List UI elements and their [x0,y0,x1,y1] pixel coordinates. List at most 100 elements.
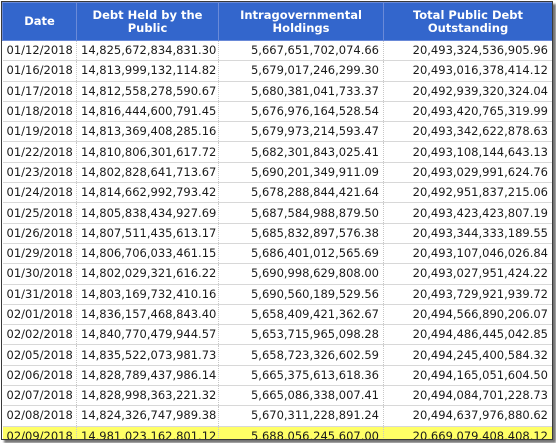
cell-debt-held-by-public: 14,806,706,033,461.15 [76,243,219,265]
cell-debt-held-by-public: 14,814,662,992,793.42 [76,182,219,204]
cell-total-public-debt: 20,493,016,378,414.12 [383,60,552,82]
cell-total-public-debt: 20,494,566,890,206.07 [383,304,552,326]
cell-total-public-debt: 20,492,951,837,215.06 [383,182,552,204]
cell-debt-held-by-public: 14,807,511,435,613.17 [76,223,219,244]
table-row-highlighted[interactable]: 02/09/2018 14,981,023,162,801.12 5,688,056… [2,426,552,439]
cell-date: 01/29/2018 [2,243,77,265]
table-row[interactable]: 02/06/2018 14,828,789,437,986.14 5,665,375… [2,365,552,387]
column-header-debt-held-by-public[interactable]: Debt Held by the Public [76,2,219,41]
cell-date: 01/12/2018 [2,40,77,62]
table-row[interactable]: 02/05/2018 14,835,522,073,981.73 5,658,723… [2,344,552,366]
cell-intragovernmental-holdings: 5,679,973,214,593.47 [218,121,384,143]
cell-total-public-debt: 20,494,245,400,584.32 [383,344,552,366]
cell-intragovernmental-holdings: 5,658,723,326,602.59 [218,344,384,366]
cell-date: 01/22/2018 [2,141,77,163]
cell-intragovernmental-holdings: 5,687,584,988,879.50 [218,202,384,224]
cell-intragovernmental-holdings: 5,688,056,245,607.00 [218,426,384,439]
cell-intragovernmental-holdings: 5,686,401,012,565.69 [218,243,384,265]
cell-debt-held-by-public: 14,803,169,732,410.16 [76,284,219,305]
cell-debt-held-by-public: 14,816,444,600,791.45 [76,101,219,123]
table-row[interactable]: 01/24/2018 14,814,662,992,793.42 5,678,288… [2,182,552,204]
cell-date: 01/31/2018 [2,284,77,305]
cell-intragovernmental-holdings: 5,670,311,228,891.24 [218,405,384,427]
cell-total-public-debt: 20,493,027,951,424.22 [383,263,552,285]
cell-intragovernmental-holdings: 5,665,375,613,618.36 [218,365,384,387]
cell-date: 02/01/2018 [2,304,77,326]
cell-debt-held-by-public: 14,805,838,434,927.69 [76,202,219,224]
table-row[interactable]: 01/17/2018 14,812,558,278,590.67 5,680,381… [2,81,552,102]
cell-debt-held-by-public: 14,824,326,747,989.38 [76,405,219,427]
cell-debt-held-by-public: 14,835,522,073,981.73 [76,344,219,366]
table-row[interactable]: 02/08/2018 14,824,326,747,989.38 5,670,311… [2,405,552,427]
table-row[interactable]: 01/18/2018 14,816,444,600,791.45 5,676,976… [2,101,552,123]
cell-date: 02/07/2018 [2,385,77,407]
cell-debt-held-by-public: 14,836,157,468,843.40 [76,304,219,326]
cell-date: 02/09/2018 [2,426,77,439]
cell-debt-held-by-public: 14,802,029,321,616.22 [76,263,219,285]
cell-date: 01/30/2018 [2,263,77,285]
column-header-intragovernmental-holdings[interactable]: Intragovernmental Holdings [218,2,384,41]
cell-date: 01/17/2018 [2,81,77,102]
cell-intragovernmental-holdings: 5,676,976,164,528.54 [218,101,384,123]
cell-total-public-debt: 20,493,342,622,878.63 [383,121,552,143]
column-header-date[interactable]: Date [2,2,77,41]
table-row[interactable]: 01/19/2018 14,813,369,408,285.16 5,679,973… [2,121,552,143]
table-row[interactable]: 01/23/2018 14,802,828,641,713.67 5,690,201… [2,162,552,184]
cell-date: 01/19/2018 [2,121,77,143]
table-header-row: Date Debt Held by the Public Intragovern… [2,2,552,41]
cell-total-public-debt: 20,494,165,051,604.50 [383,365,552,387]
cell-date: 02/02/2018 [2,324,77,346]
cell-intragovernmental-holdings: 5,682,301,843,025.41 [218,141,384,163]
cell-total-public-debt: 20,493,029,991,624.76 [383,162,552,184]
cell-total-public-debt: 20,492,939,320,324.04 [383,81,552,102]
cell-date: 02/06/2018 [2,365,77,387]
cell-date: 01/25/2018 [2,202,77,224]
table-row[interactable]: 01/25/2018 14,805,838,434,927.69 5,687,584… [2,202,552,224]
cell-intragovernmental-holdings: 5,690,998,629,808.00 [218,263,384,285]
cell-debt-held-by-public: 14,981,023,162,801.12 [76,426,219,439]
cell-intragovernmental-holdings: 5,653,715,965,098.28 [218,324,384,346]
cell-total-public-debt: 20,493,107,046,026.84 [383,243,552,265]
cell-date: 01/26/2018 [2,223,77,244]
cell-total-public-debt: 20,669,079,408,408.12 [383,426,552,439]
cell-intragovernmental-holdings: 5,665,086,338,007.41 [218,385,384,407]
debt-table: Date Debt Held by the Public Intragovern… [2,2,552,439]
table-row[interactable]: 01/26/2018 14,807,511,435,613.17 5,685,832… [2,223,552,244]
table-row[interactable]: 01/29/2018 14,806,706,033,461.15 5,686,401… [2,243,552,265]
table-row[interactable]: 01/22/2018 14,810,806,301,617.72 5,682,301… [2,141,552,163]
table-body: 01/12/2018 14,825,672,834,831.30 5,667,651… [2,40,552,439]
cell-intragovernmental-holdings: 5,658,409,421,362.67 [218,304,384,326]
table-row[interactable]: 01/30/2018 14,802,029,321,616.22 5,690,998… [2,263,552,285]
table-row[interactable]: 02/07/2018 14,828,998,363,221.32 5,665,086… [2,385,552,407]
cell-date: 01/24/2018 [2,182,77,204]
cell-debt-held-by-public: 14,802,828,641,713.67 [76,162,219,184]
column-header-total-public-debt[interactable]: Total Public Debt Outstanding [383,2,552,41]
cell-total-public-debt: 20,493,344,333,189.55 [383,223,552,244]
cell-debt-held-by-public: 14,828,789,437,986.14 [76,365,219,387]
cell-debt-held-by-public: 14,840,770,479,944.57 [76,324,219,346]
table-row[interactable]: 01/12/2018 14,825,672,834,831.30 5,667,651… [2,40,552,62]
table-row[interactable]: 02/01/2018 14,836,157,468,843.40 5,658,409… [2,304,552,326]
table-row[interactable]: 01/16/2018 14,813,999,132,114.82 5,679,017… [2,60,552,82]
cell-intragovernmental-holdings: 5,690,560,189,529.56 [218,284,384,305]
cell-total-public-debt: 20,493,324,536,905.96 [383,40,552,62]
cell-debt-held-by-public: 14,828,998,363,221.32 [76,385,219,407]
cell-intragovernmental-holdings: 5,685,832,897,576.38 [218,223,384,244]
cell-intragovernmental-holdings: 5,678,288,844,421.64 [218,182,384,204]
cell-date: 01/18/2018 [2,101,77,123]
cell-total-public-debt: 20,494,637,976,880.62 [383,405,552,427]
cell-total-public-debt: 20,493,729,921,939.72 [383,284,552,305]
cell-intragovernmental-holdings: 5,680,381,041,733.37 [218,81,384,102]
table-row[interactable]: 01/31/2018 14,803,169,732,410.16 5,690,560… [2,284,552,305]
cell-intragovernmental-holdings: 5,667,651,702,074.66 [218,40,384,62]
cell-total-public-debt: 20,494,486,445,042.85 [383,324,552,346]
cell-debt-held-by-public: 14,810,806,301,617.72 [76,141,219,163]
cell-date: 02/08/2018 [2,405,77,427]
table-row[interactable]: 02/02/2018 14,840,770,479,944.57 5,653,715… [2,324,552,346]
cell-date: 01/16/2018 [2,60,77,82]
cell-debt-held-by-public: 14,813,369,408,285.16 [76,121,219,143]
cell-total-public-debt: 20,493,108,144,643.13 [383,141,552,163]
cell-debt-held-by-public: 14,813,999,132,114.82 [76,60,219,82]
cell-intragovernmental-holdings: 5,679,017,246,299.30 [218,60,384,82]
